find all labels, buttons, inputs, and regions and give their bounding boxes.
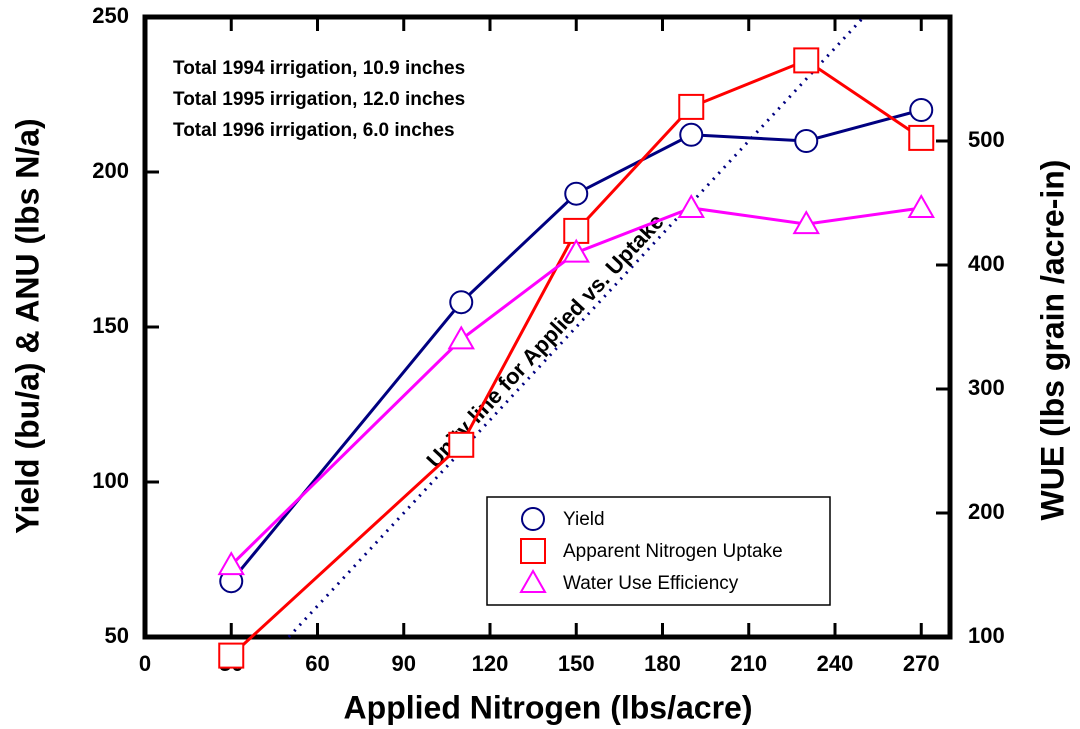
marker bbox=[519, 568, 547, 593]
marker bbox=[794, 129, 819, 153]
x-tick-label: 150 bbox=[558, 651, 595, 676]
marker bbox=[562, 238, 590, 263]
x-tick-label: 90 bbox=[392, 651, 416, 676]
x-tick-label: 240 bbox=[817, 651, 854, 676]
unity-line bbox=[287, 15, 865, 639]
y2-tick-label: 300 bbox=[968, 375, 1005, 400]
annotation: Total 1994 irrigation, 10.9 inches bbox=[173, 58, 465, 79]
marker bbox=[792, 210, 820, 235]
y2-tick-label: 500 bbox=[968, 127, 1005, 152]
marker bbox=[909, 98, 934, 122]
x-tick-label: 210 bbox=[730, 651, 767, 676]
marker bbox=[564, 181, 589, 206]
annotation: Total 1996 irrigation, 6.0 inches bbox=[173, 120, 455, 141]
marker bbox=[449, 290, 474, 315]
x-axis-label: Applied Nitrogen (lbs/acre) bbox=[344, 689, 753, 725]
x-tick-label: 0 bbox=[139, 651, 151, 676]
series-line bbox=[230, 206, 922, 567]
marker bbox=[793, 47, 820, 74]
y2-axis-label: WUE (lbs grain /acre-in) bbox=[1034, 160, 1070, 521]
marker bbox=[908, 124, 935, 151]
x-tick-label: 60 bbox=[305, 651, 329, 676]
y-axis-label: Yield (bu/a) & ANU (lbs N/a) bbox=[9, 118, 45, 533]
marker bbox=[447, 325, 475, 350]
annotation: Total 1995 irrigation, 12.0 inches bbox=[173, 89, 465, 110]
x-tick-label: 180 bbox=[644, 651, 681, 676]
series-line bbox=[230, 58, 923, 657]
series-line bbox=[230, 108, 922, 583]
y-tick-label: 150 bbox=[92, 313, 129, 338]
legend-label: Yield bbox=[563, 509, 605, 530]
y-tick-label: 100 bbox=[92, 468, 129, 493]
marker bbox=[907, 193, 935, 218]
marker bbox=[678, 93, 705, 120]
marker bbox=[520, 538, 546, 564]
marker bbox=[679, 122, 704, 147]
marker bbox=[218, 642, 245, 669]
marker bbox=[521, 507, 545, 531]
y-tick-label: 50 bbox=[105, 623, 129, 648]
x-tick-label: 270 bbox=[903, 651, 940, 676]
legend-label: Water Use Efficiency bbox=[563, 573, 739, 594]
y-tick-label: 200 bbox=[92, 158, 129, 183]
y2-tick-label: 100 bbox=[968, 623, 1005, 648]
x-tick-label: 120 bbox=[472, 651, 509, 676]
y-tick-label: 250 bbox=[92, 3, 129, 28]
legend-label: Apparent Nitrogen Uptake bbox=[563, 541, 783, 562]
marker bbox=[217, 551, 245, 576]
y2-tick-label: 400 bbox=[968, 251, 1005, 276]
marker bbox=[677, 193, 705, 218]
marker bbox=[448, 431, 475, 458]
y2-tick-label: 200 bbox=[968, 499, 1005, 524]
